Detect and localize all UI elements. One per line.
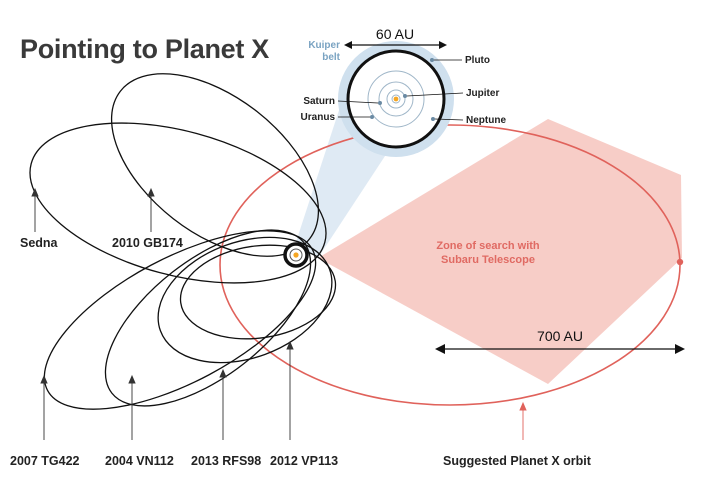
neptune-leader [434,118,464,121]
orbit-2004-vn112 [104,229,312,407]
label-jupiter: Jupiter [466,88,499,99]
gb174-leader-arrow [147,187,155,197]
vp113-leader-arrow [286,340,294,350]
search-zone-wedge [318,119,682,384]
tg422-leader-arrow [40,374,48,384]
sedna-leader-arrow [31,187,39,197]
planet-uranus-dot [370,115,374,119]
search-zone-label-line1: Zone of search with [436,240,540,252]
inner-orbit [391,94,401,104]
label-2007-tg422: 2007 TG422 [10,454,80,468]
kuiper-belt-label-line2: belt [322,52,340,63]
label-uranus: Uranus [301,112,336,123]
planet-neptune-dot [431,117,435,121]
object-leaders [31,187,294,440]
saturn-orbit [378,81,414,117]
rfs98-leader-arrow [219,368,227,378]
orbit-2013-rfs98 [157,236,333,364]
saturn-leader [337,100,379,104]
label-neptune: Neptune [466,115,506,126]
label-sedna: Sedna [20,236,59,250]
jupiter-leader [406,92,464,97]
label-saturn: Saturn [303,96,335,107]
solar-system-inset [338,41,454,157]
outer-scale-bar [435,344,685,354]
planet-x-marker [676,258,684,266]
label-2004-vn112: 2004 VN112 [105,454,174,468]
label-2012-vp113: 2012 VP113 [270,454,338,468]
orbit-2007-tg422 [43,230,317,410]
label-2013-rfs98: 2013 RFS98 [191,454,261,468]
vn112-leader-arrow [128,374,136,384]
uranus-orbit [367,70,425,128]
inner-solar-system [283,242,309,268]
planet-saturn-dot [378,101,382,105]
inner-scale-bar [344,41,447,49]
kuiper-belt-label-line1: Kuiper [308,40,340,51]
label-pluto: Pluto [465,55,490,66]
planet-jupiter-dot [403,94,407,98]
label-2010-gb174: 2010 GB174 [112,236,183,250]
search-zone-label-line2: Subaru Telescope [441,254,535,266]
page-title: Pointing to Planet X [20,34,269,64]
orbit-sedna [29,122,327,284]
label-planet-x-orbit: Suggested Planet X orbit [443,454,592,468]
sun-dot [393,96,399,102]
planet-x-leader-arrow [519,401,527,411]
planet-x-leader-group [519,401,527,440]
outer-scale-label: 700 AU [537,328,583,344]
orbit-2010-gb174 [110,73,320,257]
orbit-2012-vp113 [179,244,337,340]
inner-scale-label: 60 AU [376,26,414,42]
jupiter-orbit [386,89,406,109]
planet-pluto-dot [430,58,434,62]
